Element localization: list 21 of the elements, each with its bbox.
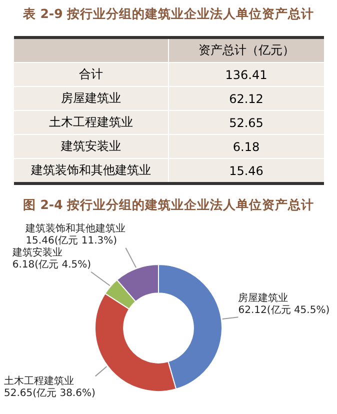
slice-label: 土木工程建筑业 xyxy=(4,374,74,387)
text: 62.12 xyxy=(168,86,324,110)
category-label: 建筑安装业 xyxy=(60,139,121,153)
data-label: 52.65(亿元 38.6%) xyxy=(4,388,96,399)
category-label: 土木工程建筑业 xyxy=(48,115,133,129)
text: 52.65 xyxy=(168,110,324,134)
slice-label: 建筑安装业 xyxy=(11,246,62,258)
text: 136.41 xyxy=(168,62,324,86)
slice-label: 房屋建筑业 xyxy=(238,292,288,304)
text: 6.18 xyxy=(168,134,324,158)
data-label: 62.12(亿元 45.5%) xyxy=(238,304,330,316)
chart-title: 图 2-4 按行业分组的建筑业企业法人单位资产总计 xyxy=(22,197,316,214)
slice-label: 建筑装饰和其他建筑业 xyxy=(24,222,126,234)
category-label: 建筑装饰和其他建筑业 xyxy=(30,163,151,177)
text: 资产总计（亿元） xyxy=(168,38,324,62)
data-label: 6.18(亿元 4.5%) xyxy=(12,259,92,270)
text: 表 2-9 按行业分组的建筑业企业法人单位资产总计 xyxy=(22,5,316,23)
category-label: 房屋建筑业 xyxy=(60,91,121,105)
data-label: 15.46(亿元 11.3%) xyxy=(26,235,118,246)
text: 15.46 xyxy=(168,158,324,184)
text: 合计 xyxy=(14,62,168,86)
